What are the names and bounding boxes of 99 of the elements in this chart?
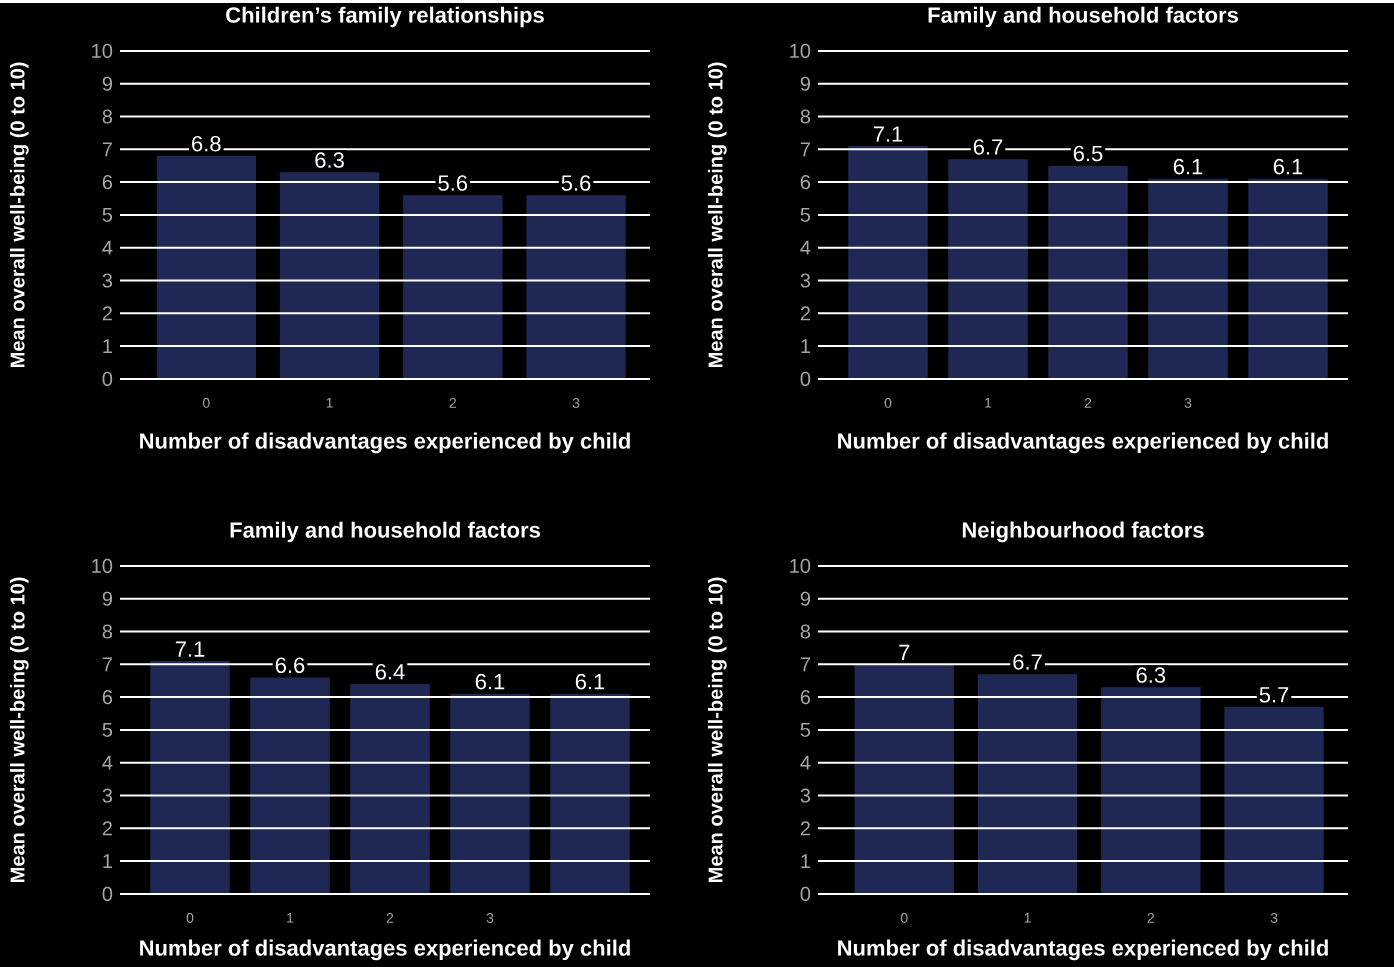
y-tick-label: 0	[102, 886, 113, 902]
data-label: 6.1	[475, 673, 505, 690]
data-label: 6.3	[315, 152, 344, 168]
x-tick-label: 1	[985, 398, 992, 408]
y-tick-label: 9	[102, 591, 112, 606]
bar	[350, 684, 430, 894]
y-axis-title: Mean overall well-being (0 to 10)	[9, 577, 29, 882]
bar	[1101, 687, 1201, 894]
x-tick-label: 2	[449, 398, 456, 408]
y-tick-label: 0	[800, 371, 811, 387]
x-tick-label: 0	[202, 398, 210, 408]
data-label: 6.1	[1173, 158, 1203, 175]
y-tick-label: 8	[800, 109, 811, 124]
y-tick-label: 1	[801, 854, 810, 869]
y-tick-label: 7	[102, 657, 112, 672]
y-tick-label: 10	[790, 43, 811, 59]
x-tick-label: 0	[900, 913, 908, 923]
bar	[250, 677, 330, 894]
y-tick-label: 10	[92, 43, 113, 59]
y-tick-label: 10	[790, 558, 811, 574]
chart-title: Family and household factors	[928, 6, 1238, 28]
y-tick-label: 3	[800, 788, 811, 803]
y-tick-label: 2	[800, 821, 810, 836]
y-tick-label: 4	[102, 240, 113, 255]
y-tick-label: 3	[800, 273, 811, 288]
x-tick-label: 2	[1147, 913, 1154, 923]
x-tick-label: 3	[572, 398, 580, 408]
y-tick-label: 9	[102, 76, 112, 91]
x-tick-label: 3	[486, 913, 494, 923]
bar	[854, 664, 954, 894]
y-tick-label: 1	[103, 854, 112, 869]
y-tick-label: 5	[102, 207, 113, 222]
chart-title: Family and household factors	[230, 521, 540, 543]
y-tick-label: 0	[800, 886, 811, 902]
y-tick-label: 2	[102, 306, 112, 321]
bar	[150, 661, 230, 894]
x-tick-label: 2	[386, 913, 394, 923]
y-axis-title: Mean overall well-being (0 to 10)	[707, 62, 727, 367]
y-tick-label: 8	[800, 624, 811, 639]
data-label: 7.1	[175, 641, 205, 657]
x-tick-label: 1	[326, 398, 333, 408]
x-axis-title: Number of disadvantages experienced by child	[838, 939, 1328, 961]
y-tick-label: 2	[800, 306, 810, 321]
y-tick-label: 8	[102, 624, 113, 639]
y-tick-label: 4	[800, 755, 811, 770]
x-tick-label: 0	[884, 398, 892, 408]
data-label: 5.6	[561, 175, 591, 191]
y-tick-label: 4	[800, 240, 811, 255]
x-tick-label: 0	[186, 913, 194, 923]
chart-title: Neighbourhood factors	[962, 521, 1204, 543]
data-label: 7.1	[873, 126, 903, 142]
y-tick-label: 8	[102, 109, 113, 124]
y-tick-label: 6	[102, 690, 113, 705]
x-axis-title: Number of disadvantages experienced by child	[838, 432, 1328, 454]
y-axis-title: Mean overall well-being (0 to 10)	[707, 577, 727, 882]
x-tick-label: 3	[1184, 398, 1192, 408]
y-tick-label: 4	[102, 755, 113, 770]
data-label: 5.7	[1259, 687, 1289, 703]
bar	[1224, 707, 1324, 894]
bar	[977, 674, 1078, 894]
y-tick-label: 2	[102, 821, 112, 836]
y-tick-label: 5	[102, 722, 113, 737]
x-axis-title: Number of disadvantages experienced by child	[140, 939, 630, 961]
y-tick-label: 7	[800, 142, 810, 157]
x-tick-label: 3	[1270, 913, 1278, 923]
y-tick-label: 5	[800, 207, 811, 222]
y-tick-label: 9	[800, 76, 811, 91]
y-axis-title: Mean overall well-being (0 to 10)	[9, 62, 29, 367]
x-tick-label: 2	[1084, 398, 1092, 408]
data-label: 6.5	[1073, 145, 1103, 162]
x-tick-label: 1	[1024, 913, 1031, 923]
y-tick-label: 6	[800, 175, 811, 190]
y-tick-label: 1	[801, 339, 810, 354]
data-label: 6.3	[1136, 667, 1166, 683]
data-label: 6.4	[375, 664, 405, 680]
y-tick-label: 7	[102, 142, 112, 157]
bar	[550, 693, 630, 894]
y-tick-label: 1	[103, 339, 112, 354]
data-label: 6.6	[275, 657, 305, 674]
y-tick-label: 9	[800, 591, 811, 606]
y-tick-label: 3	[102, 788, 113, 803]
y-tick-label: 6	[102, 175, 113, 190]
data-label: 6.1	[1273, 158, 1303, 175]
data-label: 6.7	[1013, 654, 1042, 670]
data-label: 5.6	[438, 175, 468, 191]
chart-title: Children’s family relationships	[226, 6, 544, 28]
data-label: 6.1	[575, 673, 605, 690]
y-tick-label: 0	[102, 371, 113, 387]
y-tick-label: 6	[800, 690, 811, 705]
x-tick-label: 1	[287, 913, 294, 923]
bar	[450, 693, 530, 894]
data-label: 6.7	[973, 139, 1003, 155]
y-tick-label: 7	[800, 657, 810, 672]
data-label: 6.8	[192, 135, 221, 152]
y-tick-label: 10	[92, 558, 113, 574]
y-tick-label: 3	[102, 273, 113, 288]
data-label: 7	[899, 644, 910, 660]
x-axis-title: Number of disadvantages experienced by child	[140, 432, 630, 454]
y-tick-label: 5	[800, 722, 811, 737]
